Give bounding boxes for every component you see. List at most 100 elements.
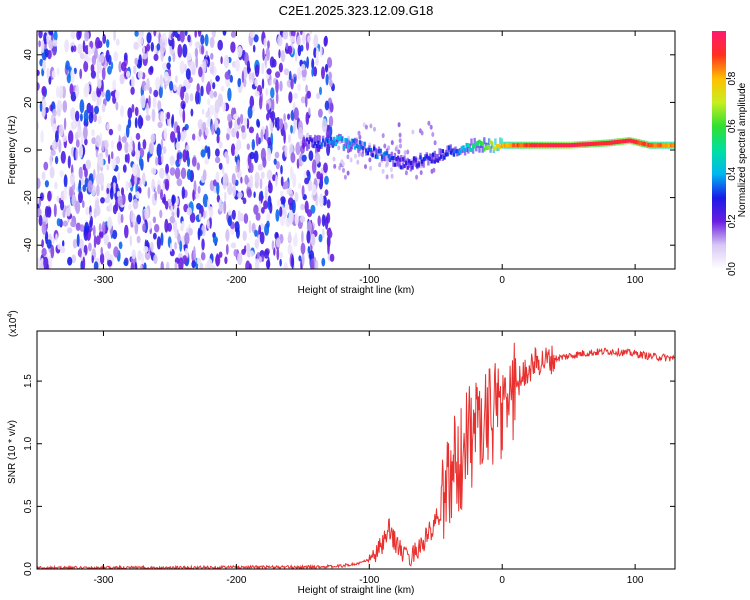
noise-cell	[134, 31, 139, 37]
noise-cell	[169, 215, 175, 224]
signal-cell	[574, 142, 577, 147]
noise-cell	[134, 57, 138, 66]
noise-cell	[170, 131, 176, 143]
noise-cell	[301, 63, 306, 71]
signal-cell	[398, 160, 401, 168]
noise-cell	[86, 102, 92, 114]
noise-cell	[131, 249, 136, 260]
noise-cell	[364, 124, 368, 130]
noise-cell	[139, 179, 142, 188]
noise-cell	[132, 163, 138, 177]
signal-cell	[396, 159, 400, 167]
noise-cell	[214, 156, 221, 164]
noise-cell	[66, 73, 71, 84]
noise-cell	[37, 208, 42, 217]
colorbar-tick-label: 0.0	[727, 262, 738, 276]
noise-cell	[430, 168, 434, 174]
noise-cell	[56, 218, 61, 227]
noise-cell	[263, 37, 267, 48]
signal-cell	[369, 147, 373, 152]
noise-cell	[153, 254, 158, 265]
noise-cell	[368, 157, 372, 163]
noise-cell	[112, 79, 117, 93]
noise-cell	[357, 130, 361, 136]
noise-cell	[337, 145, 341, 151]
noise-cell	[197, 185, 201, 194]
noise-cell	[104, 251, 111, 260]
noise-cell	[77, 43, 83, 55]
noise-cell	[186, 156, 191, 168]
noise-cell	[95, 205, 101, 217]
noise-cell	[291, 168, 294, 180]
noise-cell	[230, 242, 237, 249]
noise-cell	[189, 93, 194, 102]
noise-cell	[84, 82, 90, 95]
noise-cell	[124, 153, 128, 163]
signal-cell	[500, 144, 503, 148]
noise-cell	[226, 132, 230, 141]
signal-cell	[401, 157, 405, 162]
signal-cell	[404, 161, 408, 166]
spectrogram-y-label: Frequency (Hz)	[7, 116, 18, 185]
noise-cell	[207, 258, 213, 269]
y-tick-label: 0.5	[23, 499, 34, 513]
noise-cell	[306, 56, 309, 69]
noise-cell	[328, 71, 333, 81]
x-tick-label: -300	[93, 575, 113, 586]
noise-cell	[184, 232, 190, 245]
signal-cell	[406, 165, 409, 170]
noise-cell	[105, 148, 109, 158]
signal-cell	[605, 141, 609, 145]
signal-cell	[412, 156, 416, 161]
noise-cell	[253, 150, 259, 164]
signal-cell	[648, 143, 652, 148]
noise-cell	[265, 125, 269, 139]
noise-cell	[100, 246, 103, 256]
noise-cell	[275, 91, 279, 105]
noise-cell	[406, 149, 410, 155]
noise-cell	[361, 152, 364, 158]
noise-cell	[161, 152, 164, 165]
x-tick-label: -200	[226, 575, 246, 586]
noise-cell	[224, 256, 228, 265]
noise-cell	[251, 139, 255, 151]
noise-cell	[286, 187, 293, 195]
signal-cell	[572, 143, 575, 147]
noise-cell	[157, 100, 162, 111]
signal-cell	[494, 146, 497, 151]
signal-cell	[306, 143, 309, 151]
noise-cell	[332, 156, 336, 162]
noise-cell	[130, 86, 135, 95]
noise-cell	[209, 104, 215, 116]
noise-cell	[248, 263, 252, 269]
noise-cell	[67, 256, 73, 266]
signal-cell	[379, 148, 382, 153]
signal-cell	[591, 141, 594, 146]
signal-cell	[395, 159, 398, 167]
noise-cell	[162, 32, 167, 40]
noise-cell	[277, 34, 283, 47]
noise-cell	[104, 197, 110, 204]
noise-cell	[274, 151, 280, 159]
signal-cell	[446, 152, 449, 157]
noise-cell	[310, 204, 316, 214]
noise-cell	[290, 78, 294, 90]
noise-cell	[75, 223, 81, 231]
noise-cell	[195, 90, 200, 105]
noise-cell	[38, 40, 41, 48]
noise-cell	[398, 132, 402, 138]
signal-cell	[481, 145, 484, 153]
signal-cell	[467, 143, 470, 148]
signal-cell	[593, 141, 596, 146]
signal-cell	[440, 154, 443, 159]
noise-cell	[156, 236, 161, 250]
signal-cell	[309, 136, 312, 141]
noise-cell	[160, 111, 165, 123]
noise-cell	[92, 225, 96, 237]
noise-cell	[64, 39, 69, 53]
noise-cell	[237, 191, 243, 199]
signal-cell	[516, 143, 519, 148]
noise-cell	[115, 156, 121, 165]
signal-cell	[559, 143, 562, 148]
signal-cell	[326, 135, 330, 143]
